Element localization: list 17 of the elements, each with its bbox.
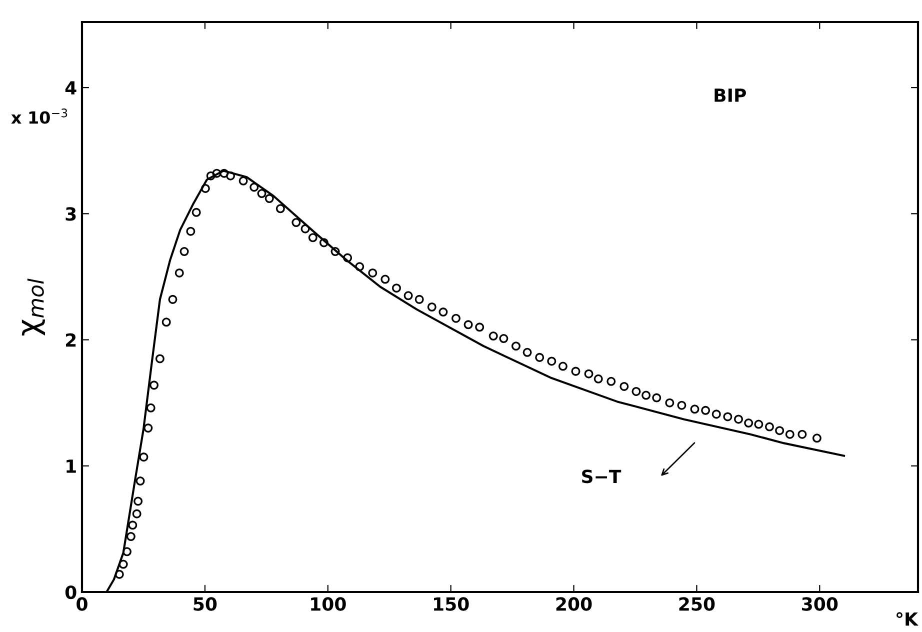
x-tick-label: 100	[311, 597, 346, 611]
y-tick-label: 4	[65, 81, 76, 94]
text: BIP	[714, 88, 746, 102]
x-tick-label: 200	[556, 597, 592, 611]
text: x 10$^{−3}$	[11, 108, 68, 124]
annotation: S−T	[582, 470, 622, 484]
x-tick-label: 250	[679, 597, 715, 611]
x-tick-label: 50	[194, 597, 217, 611]
y-tick-label: 1	[66, 460, 76, 473]
y-tick-label: 0	[65, 585, 76, 600]
x-axis-title: °K	[896, 612, 919, 626]
x-tick-label: 0	[76, 597, 88, 611]
x-tick-label: 150	[434, 597, 469, 611]
y-axis-title: χ$_{mol}$	[22, 278, 46, 336]
x-tick-label: 300	[802, 597, 838, 611]
y-tick-label: 3	[66, 207, 76, 221]
y-tick-label: 2	[66, 333, 76, 347]
